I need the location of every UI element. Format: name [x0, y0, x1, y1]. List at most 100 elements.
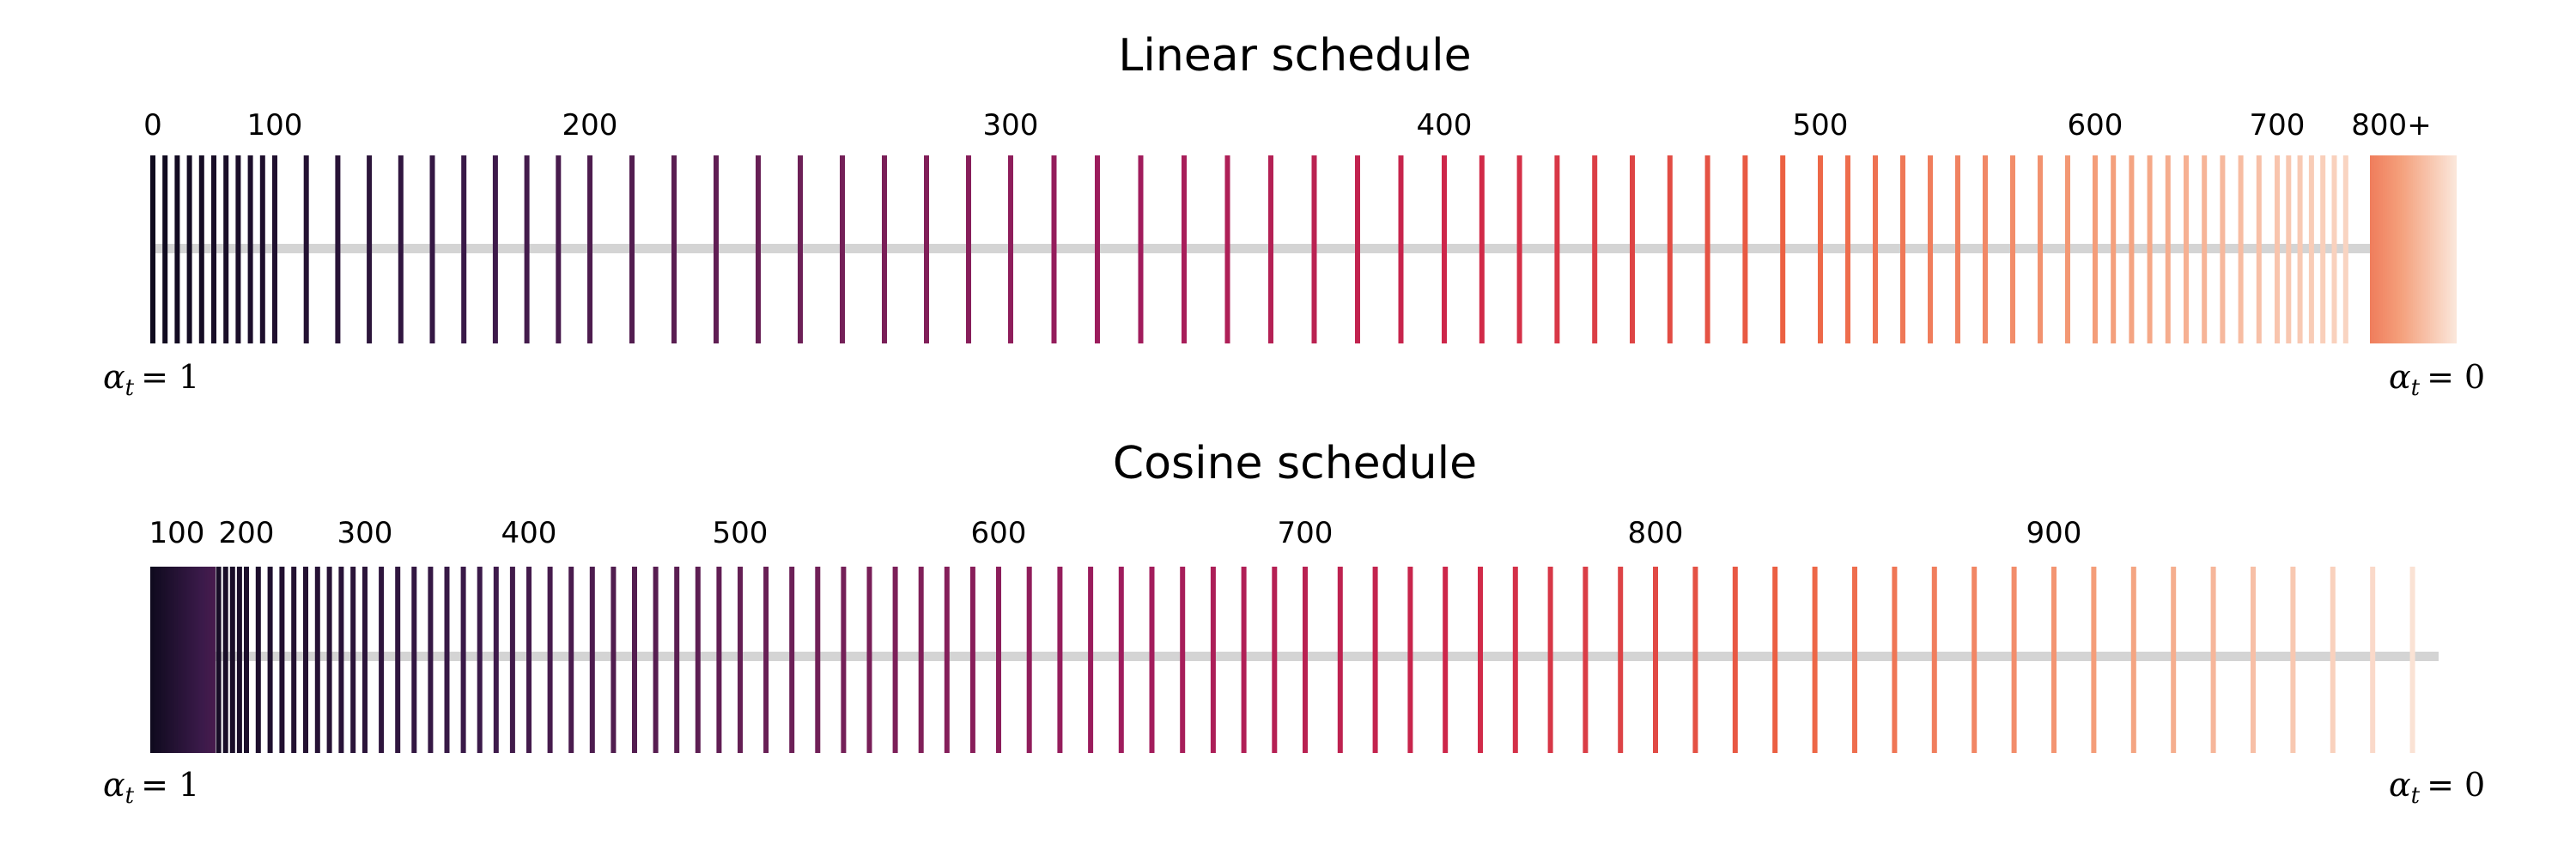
- fade-slice: [2451, 155, 2455, 343]
- timestep-bar: [1442, 155, 1447, 343]
- fade-slice: [190, 567, 193, 753]
- timestep-bar: [509, 567, 515, 753]
- fade-slice: [204, 567, 208, 753]
- timestep-bar: [255, 567, 261, 753]
- timestep-bar: [2308, 155, 2314, 343]
- timestep-bar: [314, 567, 320, 753]
- timestep-bar: [1667, 155, 1673, 343]
- timestep-bar: [198, 155, 204, 343]
- timestep-bar: [247, 155, 253, 343]
- timestep-bar: [1182, 155, 1187, 343]
- barcode-lines: [195, 567, 2415, 753]
- timestep-bar: [2202, 155, 2208, 343]
- fade-slice: [161, 567, 164, 753]
- tick-label: 800+: [2351, 108, 2431, 143]
- timestep-bar: [244, 567, 249, 753]
- fade-slice: [2445, 155, 2448, 343]
- timestep-bar: [259, 155, 265, 343]
- timestep-bar: [2147, 155, 2153, 343]
- fade-slice: [210, 567, 213, 753]
- tick-label: 800: [1628, 516, 1684, 550]
- timestep-bar: [1088, 567, 1094, 753]
- timestep-bar: [882, 155, 887, 343]
- tick-label: 400: [501, 516, 557, 550]
- timestep-bar: [279, 567, 285, 753]
- timestep-bar: [1478, 567, 1483, 753]
- timestep-bar: [738, 567, 743, 753]
- timestep-bar: [338, 567, 344, 753]
- timestep-bar: [1547, 567, 1553, 753]
- timestep-bar: [1337, 567, 1343, 753]
- fade-slice: [197, 567, 200, 753]
- timestep-bar: [1118, 567, 1124, 753]
- timestep-bar: [866, 567, 872, 753]
- fade-slice: [2400, 155, 2403, 343]
- timestep-bar: [150, 155, 155, 343]
- fade-slice: [180, 567, 184, 753]
- timestep-bar: [1051, 155, 1057, 343]
- tick-label: 600: [971, 516, 1027, 550]
- fade-slice: [2410, 155, 2414, 343]
- timestep-bar: [924, 155, 929, 343]
- baseline: [150, 652, 2439, 661]
- timestep-bar: [395, 567, 401, 753]
- fade-slice: [2385, 155, 2388, 343]
- fade-slice: [2426, 155, 2429, 343]
- timestep-bar: [1931, 567, 1937, 753]
- timestep-bar: [2051, 567, 2057, 753]
- fade-slice: [187, 567, 190, 753]
- timestep-bar: [211, 155, 216, 343]
- fade-slice: [200, 567, 203, 753]
- timestep-bar: [162, 155, 168, 343]
- tick-label: 500: [713, 516, 769, 550]
- fade-slice: [2370, 155, 2373, 343]
- fade-slice: [185, 567, 189, 753]
- timestep-bar: [1704, 155, 1710, 343]
- timestep-bar: [461, 155, 467, 343]
- chart-title: Cosine schedule: [1113, 438, 1477, 489]
- tick-label: 100: [149, 516, 205, 550]
- timestep-bar: [2129, 155, 2135, 343]
- timestep-bar: [303, 155, 309, 343]
- start-label: αt = 1: [103, 358, 199, 401]
- timestep-bar: [2184, 155, 2189, 343]
- tick-labels: 0 100 200 300 400 500 600 700 800+: [143, 108, 2432, 143]
- barcode-lines: [150, 155, 2348, 343]
- fade-slice: [2439, 155, 2442, 343]
- fade-slice: [2432, 155, 2435, 343]
- timestep-bar: [303, 567, 308, 753]
- timestep-bar: [2331, 155, 2337, 343]
- timestep-bar: [1955, 155, 1960, 343]
- timestep-bar: [428, 567, 434, 753]
- timestep-bar: [186, 155, 192, 343]
- tick-label: 900: [2026, 516, 2082, 550]
- timestep-bar: [1653, 567, 1658, 753]
- fade-slice: [156, 567, 160, 753]
- fade-slice: [213, 567, 216, 753]
- fade-slice: [2379, 155, 2382, 343]
- timestep-bar: [763, 567, 769, 753]
- timestep-bar: [350, 567, 356, 753]
- timestep-bar: [2320, 155, 2326, 343]
- tick-label: 400: [1417, 108, 1473, 143]
- timestep-bar: [1618, 567, 1624, 753]
- baseline: [150, 244, 2439, 253]
- timestep-bar: [1149, 567, 1155, 753]
- timestep-bar: [524, 155, 530, 343]
- timestep-bar: [1873, 155, 1878, 343]
- timestep-bar: [223, 155, 229, 343]
- timestep-bar: [1772, 567, 1778, 753]
- fade-slice: [2376, 155, 2379, 343]
- timestep-bar: [1311, 155, 1317, 343]
- fade-slice: [167, 567, 171, 753]
- timestep-bar: [1692, 567, 1698, 753]
- fade-slice: [2396, 155, 2399, 343]
- timestep-bar: [1479, 155, 1485, 343]
- timestep-bar: [216, 567, 222, 753]
- fade-slice: [164, 567, 167, 753]
- fade-slice: [174, 567, 177, 753]
- fade-slice: [2393, 155, 2397, 343]
- fade-slice: [182, 567, 185, 753]
- timestep-bar: [1008, 155, 1013, 343]
- timestep-bar: [1971, 567, 1978, 753]
